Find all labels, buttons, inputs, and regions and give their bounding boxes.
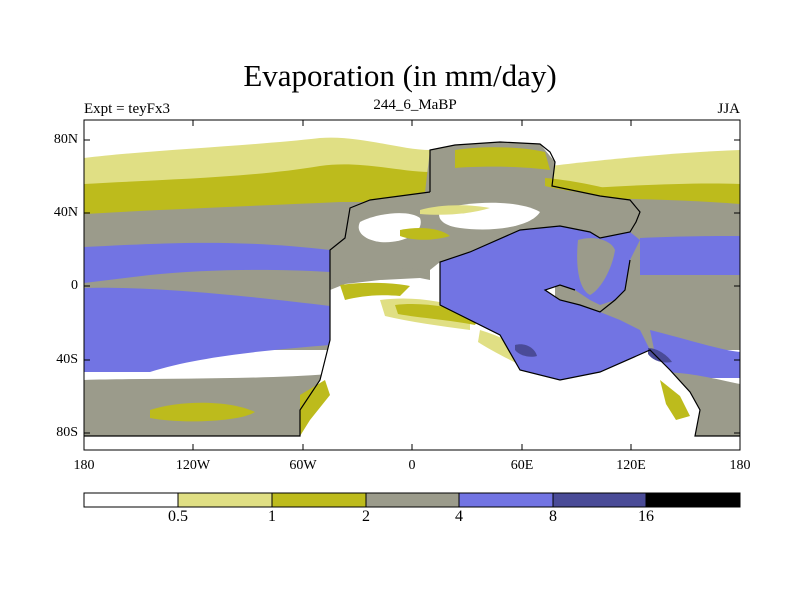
lat-label-eq: 0 (71, 278, 78, 293)
colorbar-box-4 (365, 492, 460, 508)
colorbar-box-1 (83, 492, 179, 508)
map-title: Evaporation (in mm/day) (243, 58, 557, 93)
lon-label-60w: 60W (289, 458, 317, 473)
colorbar-box-7 (645, 492, 741, 508)
lat-label-40s: 40S (56, 352, 78, 367)
northern-continent (330, 142, 640, 280)
lat-label-80n: 80N (53, 132, 78, 147)
tethys-ocean (440, 226, 672, 380)
lon-label-180w: 180 (73, 458, 95, 473)
colorbar-label-1: 1 (268, 508, 276, 525)
period-label: 244_6_MaBP (373, 97, 457, 113)
lat-ticks (84, 139, 740, 434)
lat-label-40n: 40N (53, 205, 78, 220)
season-label: JJA (717, 101, 740, 117)
colorbar-label-4: 4 (455, 508, 463, 525)
ocean-field (84, 137, 740, 436)
colorbar-box-5 (458, 492, 554, 508)
colorbar-label-2: 2 (362, 508, 370, 525)
map-plot (84, 120, 740, 450)
experiment-label: Expt = teyFx3 (84, 101, 170, 117)
coastline (84, 141, 740, 437)
colorbar (83, 492, 741, 508)
lon-label-180e: 180 (729, 458, 751, 473)
lon-label-120e: 120E (616, 458, 646, 473)
lon-label-120w: 120W (175, 458, 211, 473)
colorbar-label-16: 16 (638, 508, 654, 525)
lon-label-0: 0 (408, 458, 416, 473)
lat-label-80s: 80S (56, 425, 78, 440)
lon-ticks (83, 120, 741, 450)
lon-label-60e: 60E (510, 458, 534, 473)
colorbar-box-3 (271, 492, 367, 508)
colorbar-box-2 (177, 492, 273, 508)
colorbar-label-0-5: 0.5 (168, 508, 188, 525)
colorbar-box-6 (552, 492, 647, 508)
colorbar-label-8: 8 (549, 508, 557, 525)
